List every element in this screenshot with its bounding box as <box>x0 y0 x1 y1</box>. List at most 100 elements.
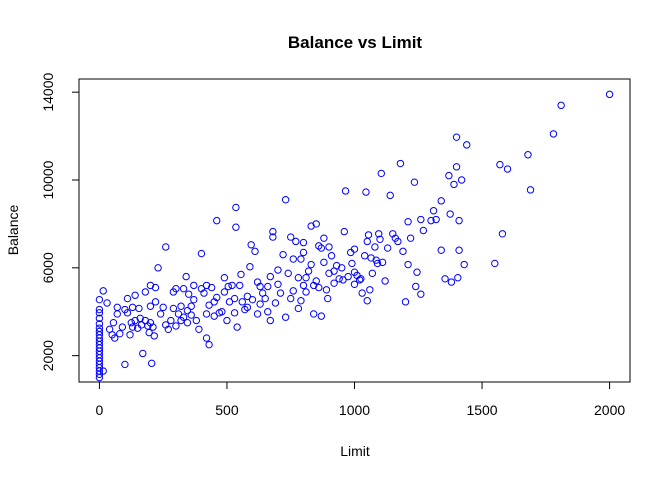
data-point <box>368 269 377 278</box>
data-point <box>549 130 558 138</box>
y-tick-label: 10000 <box>40 160 56 199</box>
data-point <box>131 291 139 299</box>
data-point <box>276 289 285 297</box>
data-point <box>237 270 245 279</box>
data-point <box>377 169 385 178</box>
data-point <box>207 283 216 292</box>
data-point <box>225 298 234 306</box>
data-point <box>294 274 303 282</box>
data-point <box>135 304 143 313</box>
data-point <box>344 272 352 281</box>
data-point <box>297 255 305 263</box>
data-point <box>355 276 364 284</box>
data-point <box>463 141 471 149</box>
data-point <box>149 323 157 331</box>
data-point <box>248 295 257 304</box>
data-point <box>417 290 425 298</box>
data-point <box>256 282 264 291</box>
data-point <box>341 187 350 195</box>
data-point <box>299 238 308 247</box>
data-point <box>95 324 104 332</box>
data-point <box>302 288 310 296</box>
data-point <box>182 272 190 281</box>
data-point <box>358 289 366 297</box>
data-point <box>233 323 241 331</box>
data-point <box>452 163 461 171</box>
data-point <box>274 266 282 274</box>
data-point <box>151 298 160 306</box>
data-point <box>190 281 198 290</box>
data-point <box>156 310 165 318</box>
data-point <box>116 329 124 338</box>
data-point <box>99 367 107 375</box>
data-point <box>401 298 410 306</box>
data-point <box>317 312 326 320</box>
data-point <box>218 308 226 316</box>
data-point <box>455 246 463 254</box>
data-point <box>230 294 239 303</box>
data-point <box>200 289 208 297</box>
data-point <box>309 310 318 318</box>
data-point <box>335 275 343 283</box>
data-point <box>363 297 371 305</box>
data-point <box>299 281 308 290</box>
data-point <box>202 310 211 318</box>
data-point <box>169 304 178 313</box>
data-point <box>412 282 420 291</box>
data-point <box>241 305 249 314</box>
data-point <box>450 180 458 189</box>
data-point <box>127 319 135 327</box>
data-point <box>357 275 365 283</box>
data-point <box>324 294 332 303</box>
data-point <box>256 300 264 308</box>
data-point <box>113 310 121 318</box>
data-point <box>406 234 415 242</box>
data-point <box>289 255 297 263</box>
data-point <box>126 331 134 339</box>
data-point <box>394 237 402 246</box>
data-point <box>266 316 275 325</box>
data-point <box>452 133 461 141</box>
data-point <box>315 283 323 292</box>
data-point <box>503 165 512 173</box>
data-point <box>121 360 129 369</box>
data-point <box>419 226 428 235</box>
data-point <box>232 203 240 212</box>
data-point <box>350 245 359 253</box>
data-point <box>363 237 371 246</box>
data-point <box>320 234 328 242</box>
data-point <box>111 334 119 342</box>
data-point <box>164 325 172 334</box>
data-point <box>95 295 104 304</box>
data-point <box>445 171 453 180</box>
data-point <box>220 274 229 282</box>
data-point <box>95 305 104 314</box>
data-point <box>338 264 346 272</box>
data-point <box>103 299 111 307</box>
data-point <box>312 277 320 285</box>
data-point <box>457 176 466 184</box>
data-point <box>232 223 240 231</box>
data-point <box>447 278 456 286</box>
data-point <box>496 160 504 169</box>
data-point <box>287 233 295 241</box>
y-axis-label: Balance <box>5 204 21 255</box>
data-point <box>187 311 195 319</box>
data-point <box>460 260 468 269</box>
data-point <box>373 259 382 268</box>
data-point <box>455 216 463 225</box>
data-point <box>205 340 213 349</box>
data-point <box>381 277 389 285</box>
data-point <box>228 281 236 290</box>
x-tick-label: 0 <box>96 402 104 418</box>
data-point <box>177 302 185 310</box>
data-point <box>371 243 379 251</box>
chart-title: Balance vs Limit <box>288 33 423 52</box>
data-point <box>339 276 347 284</box>
data-point <box>150 332 158 340</box>
data-point <box>287 294 295 303</box>
x-axis: 0 500 1000 1500 2000 <box>96 381 625 418</box>
data-point <box>348 259 356 268</box>
data-point <box>179 313 188 321</box>
data-point <box>410 178 419 186</box>
